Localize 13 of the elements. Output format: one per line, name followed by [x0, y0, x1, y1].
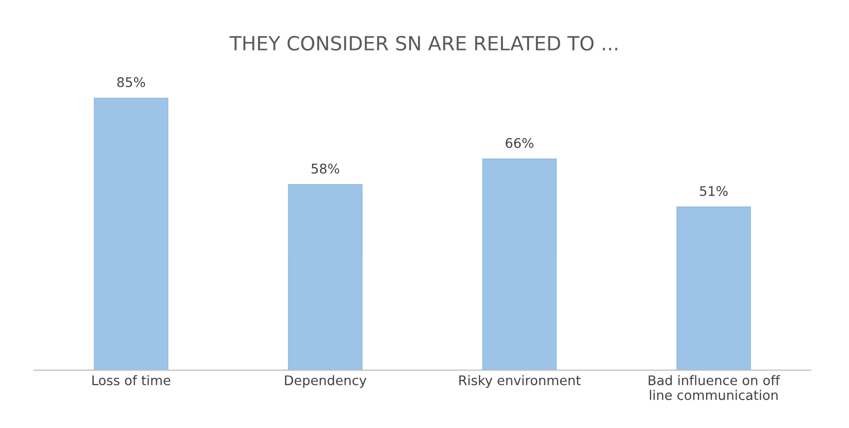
x-tick-label: Dependency: [285, 375, 366, 388]
x-tick-label: Risky environment: [459, 375, 581, 388]
bar: [288, 184, 363, 370]
chart-title: THEY CONSIDER SN ARE RELATED TO ...: [230, 36, 618, 51]
bar: [482, 158, 557, 370]
bar: [676, 206, 751, 370]
x-tick-label: Bad influence on off line communication: [648, 375, 780, 400]
x-tick-label: Loss of time: [92, 375, 170, 386]
data-label: 66%: [506, 138, 534, 148]
data-label: 58%: [312, 164, 340, 174]
data-label: 51%: [700, 186, 728, 196]
bar: [94, 98, 168, 370]
data-label: 85%: [117, 77, 145, 88]
